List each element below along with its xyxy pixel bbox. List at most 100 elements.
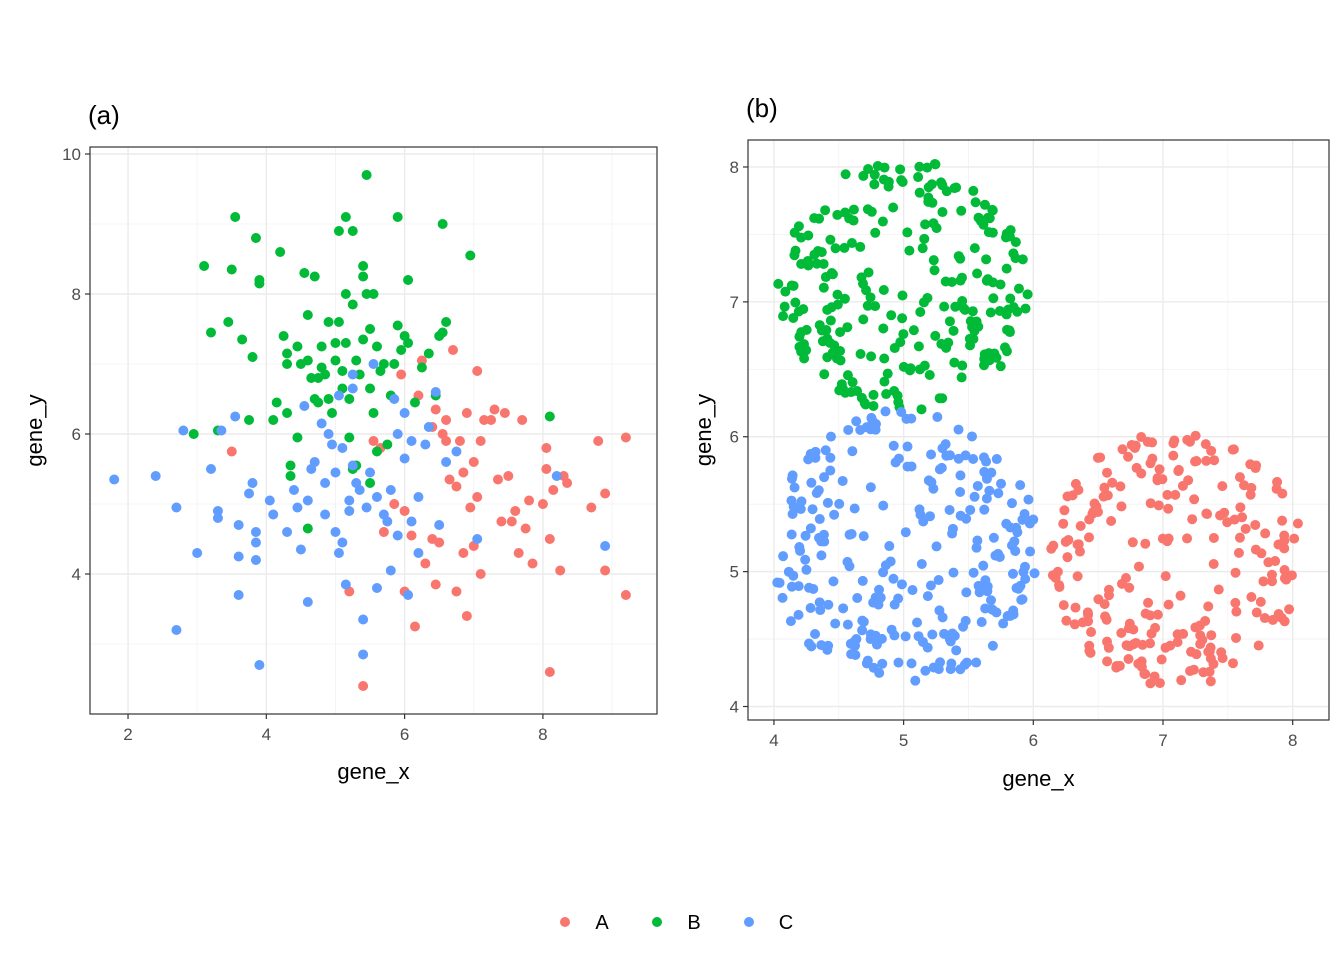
point-A xyxy=(1253,640,1264,651)
point-C xyxy=(804,638,815,649)
point-C xyxy=(801,564,812,575)
point-B xyxy=(271,397,282,408)
point-C xyxy=(358,614,369,625)
point-C xyxy=(931,541,942,552)
point-B xyxy=(897,313,908,324)
point-B xyxy=(895,164,906,175)
point-C xyxy=(406,516,417,527)
plot-background xyxy=(748,140,1329,720)
point-A xyxy=(1176,675,1187,686)
point-B xyxy=(923,196,934,207)
point-A xyxy=(1191,456,1202,467)
point-C xyxy=(825,452,836,463)
point-C xyxy=(955,510,966,521)
point-A xyxy=(593,436,604,446)
point-C xyxy=(819,472,830,483)
point-B xyxy=(835,355,846,366)
point-A xyxy=(1086,627,1097,638)
point-B xyxy=(832,299,843,310)
point-C xyxy=(371,583,382,593)
point-B xyxy=(861,285,872,296)
point-A xyxy=(1145,638,1156,649)
point-C xyxy=(937,612,948,623)
point-C xyxy=(948,567,959,578)
point-B xyxy=(825,234,836,245)
point-C xyxy=(823,599,834,610)
point-A xyxy=(1117,444,1128,455)
point-B xyxy=(803,230,814,241)
point-B xyxy=(1020,303,1031,314)
point-A xyxy=(1084,532,1095,543)
point-A xyxy=(358,681,369,691)
point-C xyxy=(309,457,320,467)
point-C xyxy=(382,516,393,527)
point-C xyxy=(998,618,1009,629)
point-B xyxy=(351,355,362,366)
point-B xyxy=(368,408,379,418)
point-B xyxy=(919,360,930,371)
point-C xyxy=(861,658,872,669)
point-A xyxy=(1152,609,1163,620)
point-A xyxy=(1099,599,1110,610)
point-A xyxy=(430,579,441,590)
x-tick-label: 2 xyxy=(123,725,132,744)
point-B xyxy=(299,268,310,278)
point-C xyxy=(413,548,424,558)
point-C xyxy=(958,621,969,632)
point-C xyxy=(912,617,923,628)
point-C xyxy=(777,592,788,603)
point-A xyxy=(1117,578,1128,589)
y-axis-title: gene_y xyxy=(691,394,716,466)
point-A xyxy=(1245,459,1256,470)
point-A xyxy=(458,467,469,478)
plot-frame xyxy=(89,146,658,715)
point-B xyxy=(820,205,831,216)
point-B xyxy=(948,325,959,336)
point-C xyxy=(178,425,189,436)
point-B xyxy=(830,243,841,254)
point-C xyxy=(910,675,921,686)
point-A xyxy=(548,485,559,495)
point-C xyxy=(857,625,868,636)
point-B xyxy=(957,360,968,371)
point-A xyxy=(1133,561,1144,572)
point-B xyxy=(943,337,954,348)
point-B xyxy=(409,397,420,408)
point-A xyxy=(1279,565,1290,576)
point-C xyxy=(171,502,182,513)
point-C xyxy=(947,528,958,539)
point-C xyxy=(918,516,929,527)
point-B xyxy=(832,289,843,300)
point-B xyxy=(904,245,915,256)
point-A xyxy=(1169,435,1180,446)
point-C xyxy=(1007,568,1018,579)
point-B xyxy=(292,341,303,352)
point-C xyxy=(344,495,355,506)
point-C xyxy=(451,446,462,457)
point-A xyxy=(1260,528,1271,539)
point-A xyxy=(1277,515,1288,526)
y-tick-label: 6 xyxy=(730,428,739,447)
point-C xyxy=(829,509,840,520)
point-B xyxy=(964,333,975,344)
point-C xyxy=(1002,611,1013,622)
point-C xyxy=(250,555,261,565)
point-C xyxy=(874,584,885,595)
y-tick-label: 4 xyxy=(72,565,81,584)
point-C xyxy=(1012,527,1023,538)
point-C xyxy=(884,541,895,552)
point-A xyxy=(1157,474,1168,485)
point-A xyxy=(1263,557,1274,568)
point-C xyxy=(920,665,931,676)
point-A xyxy=(1070,602,1081,613)
point-A xyxy=(1131,462,1142,473)
point-A xyxy=(472,492,483,502)
point-C xyxy=(333,548,344,558)
point-B xyxy=(340,289,351,299)
point-C xyxy=(888,440,899,451)
point-A xyxy=(461,611,472,621)
point-B xyxy=(230,212,241,222)
point-A xyxy=(1062,552,1073,563)
point-B xyxy=(802,255,813,266)
